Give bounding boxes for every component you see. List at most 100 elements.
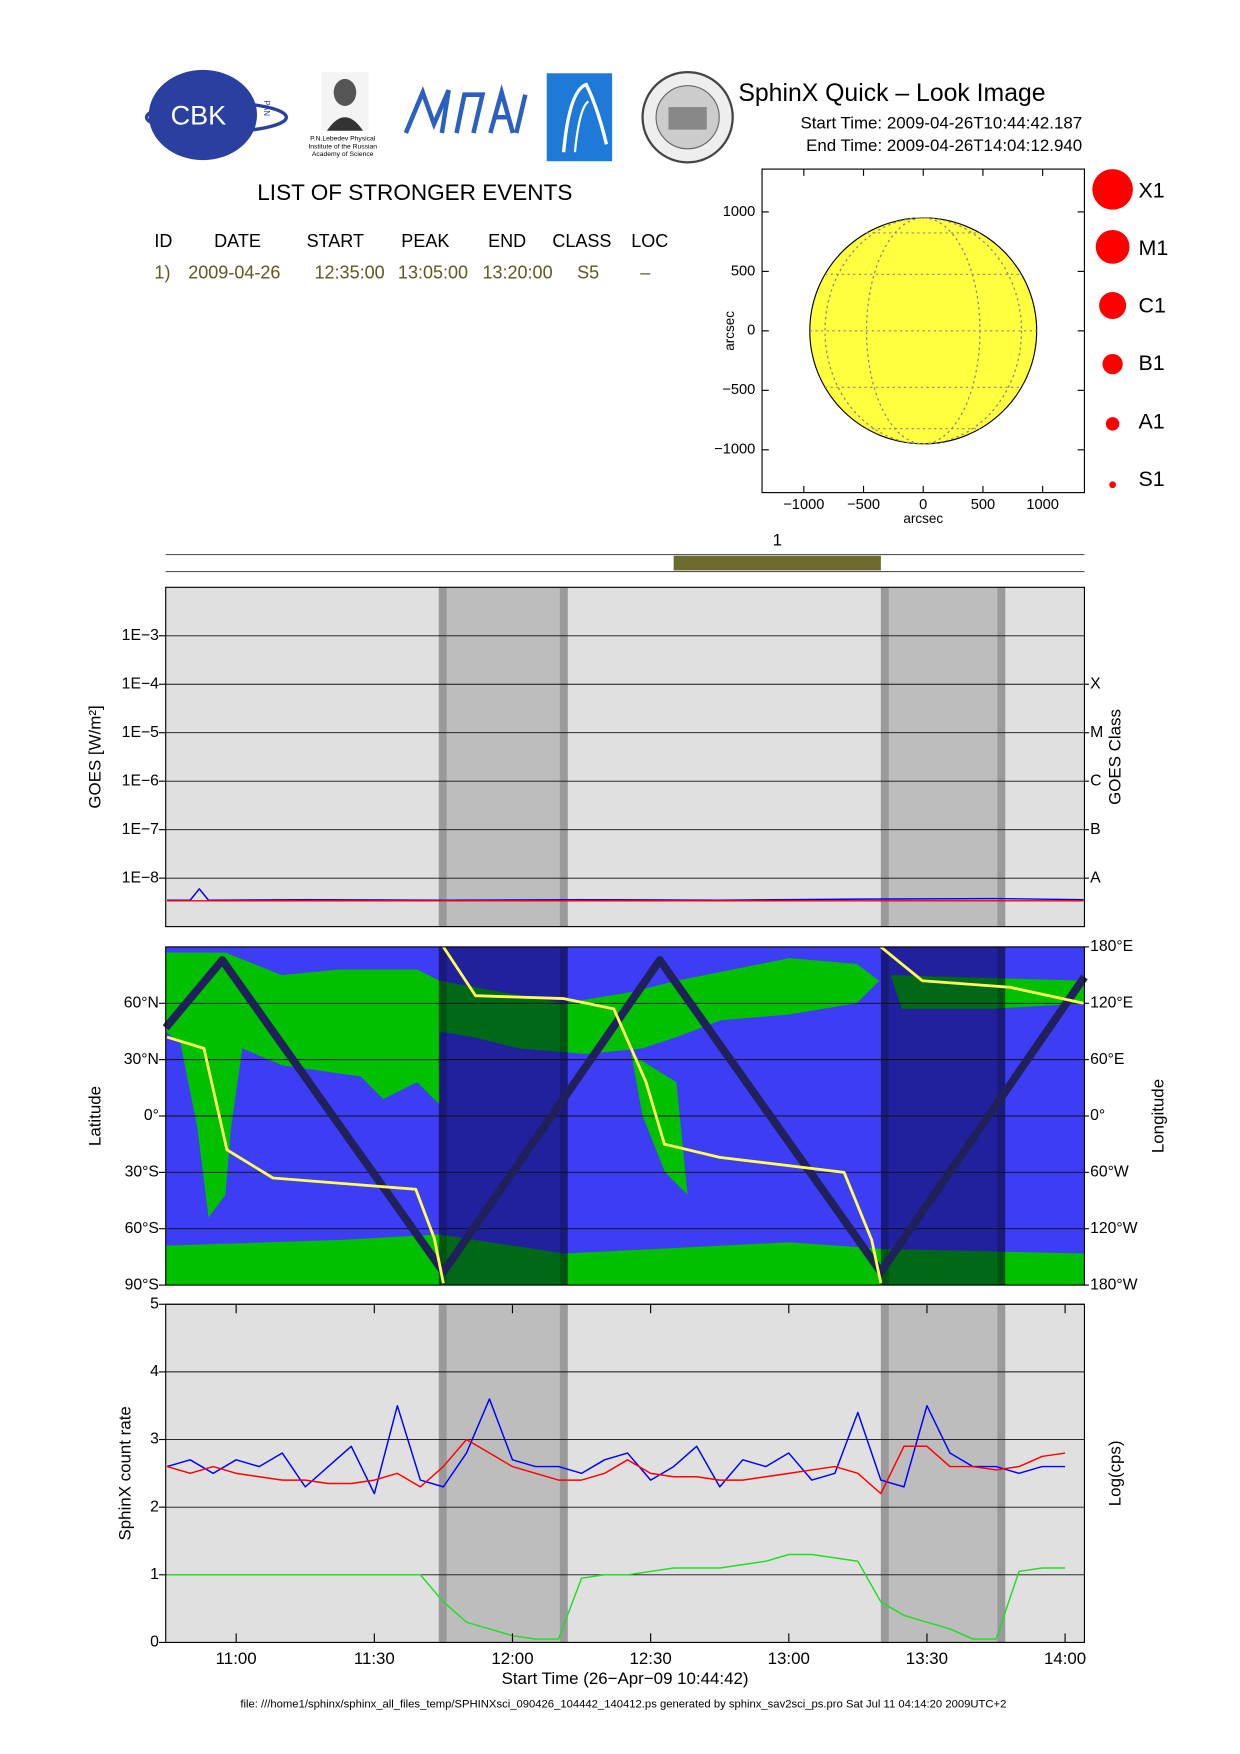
night-edge: [880, 587, 889, 927]
event-cell: S5: [577, 263, 599, 283]
y-axis-label: GOES [W/m²]: [85, 705, 104, 808]
y2-tick-label: 180°E: [1090, 938, 1133, 955]
x-tick-label: −500: [847, 497, 880, 513]
y2-axis-label: GOES Class: [1105, 709, 1124, 805]
legend-label: C1: [1139, 293, 1166, 317]
start-time: Start Time: 2009-04-26T10:44:42.187: [800, 113, 1082, 132]
y-tick-label: 60°N: [124, 994, 159, 1011]
y-tick-label: 30°N: [124, 1051, 159, 1068]
x-tick-label: 13:00: [768, 1649, 810, 1668]
logo-text: PAN: [262, 100, 271, 116]
event-cell: 13:20:00: [482, 263, 552, 283]
logo-square: [546, 73, 613, 162]
night-edge: [438, 587, 447, 927]
night-edge: [559, 1304, 568, 1643]
y2-tick-label: B: [1090, 821, 1101, 838]
night-band: [438, 587, 568, 927]
logo-mpa: [403, 84, 528, 134]
column-header: DATE: [214, 231, 261, 251]
event-cell: 13:05:00: [398, 263, 468, 283]
logo-seal: [641, 71, 734, 164]
y-tick-label: 3: [150, 1431, 159, 1448]
x-tick-label: 0: [919, 497, 927, 513]
event-cell: 1): [154, 263, 170, 283]
disk-grid: [824, 217, 1023, 445]
y2-tick-label: 0°: [1090, 1107, 1105, 1124]
y-axis-label: SphinX count rate: [116, 1406, 135, 1540]
column-header: PEAK: [401, 231, 449, 251]
night-edge: [997, 587, 1006, 927]
night-band: [438, 1304, 568, 1643]
event-cell: –: [640, 263, 651, 283]
legend-label: S1: [1139, 467, 1165, 491]
y2-tick-label: 60°W: [1090, 1164, 1129, 1181]
y-tick-label: 2: [150, 1498, 159, 1515]
y-axis-label: arcsec: [722, 311, 737, 351]
x-axis-label: Start Time (26−Apr−09 10:44:42): [502, 1669, 749, 1688]
events-title: LIST OF STRONGER EVENTS: [257, 180, 572, 205]
y2-tick-label: M: [1090, 724, 1103, 741]
night-edge: [438, 1304, 447, 1643]
night-edge: [997, 1304, 1006, 1643]
x-tick-label: 1000: [1026, 497, 1059, 513]
y2-axis-label: Longitude: [1148, 1079, 1167, 1153]
series-line: [162, 956, 1088, 1276]
size-legend: [1092, 169, 1133, 489]
disk-grid: [865, 217, 981, 445]
night-edge: [559, 587, 568, 927]
x-tick-label: 12:30: [629, 1649, 671, 1668]
y-tick-label: 60°S: [125, 1220, 159, 1237]
x-tick-label: 14:00: [1044, 1649, 1086, 1668]
legend-label: B1: [1139, 351, 1165, 375]
x-tick-label: −1000: [783, 497, 824, 513]
y2-tick-label: 180°W: [1090, 1276, 1138, 1293]
legend-label: M1: [1139, 236, 1169, 260]
plot-frame: [165, 1303, 1085, 1643]
logo-text: CBK: [171, 100, 227, 130]
column-header: LOC: [631, 231, 668, 251]
x-tick-label: 11:00: [216, 1649, 257, 1668]
y-tick-label: 0: [150, 1634, 159, 1651]
series-line: [167, 1553, 1066, 1640]
y-axis-label: Latitude: [85, 1086, 104, 1146]
night-band: [880, 587, 1006, 927]
y2-tick-label: 60°E: [1090, 1051, 1124, 1068]
y2-tick-label: A: [1090, 869, 1101, 886]
series-line: [442, 946, 883, 1284]
canvas: CBK PAN P.N.Lebedev Physical Institute o…: [85, 69, 1169, 1710]
y-tick-label: 4: [150, 1363, 159, 1380]
logo-text: Academy of Science: [312, 151, 374, 158]
page-title: SphinX Quick – Look Image: [738, 80, 1045, 107]
y-tick-label: 0°: [144, 1107, 159, 1124]
plot-frame: [165, 946, 1085, 1286]
event-label: 1: [773, 531, 782, 550]
y-tick-label: 1000: [723, 204, 756, 220]
y2-tick-label: 120°E: [1090, 994, 1133, 1011]
y-tick-label: 1E−5: [122, 724, 159, 741]
x-axis-label: arcsec: [903, 511, 943, 526]
x-tick-label: 12:00: [491, 1649, 533, 1668]
y-tick-label: 500: [731, 263, 755, 279]
x-tick-label: 11:30: [354, 1649, 395, 1668]
y-tick-label: 1E−7: [122, 821, 159, 838]
y-tick-label: 30°S: [125, 1164, 159, 1181]
column-header: END: [488, 231, 526, 251]
logo-text: Institute of the Russian: [308, 143, 377, 150]
series-line: [879, 945, 1084, 1005]
y-tick-label: 90°S: [125, 1276, 159, 1293]
x-tick-label: 13:30: [906, 1649, 948, 1668]
footer: file: ///home1/sphinx/sphinx_all_files_t…: [240, 1698, 1006, 1710]
logo-text: P.N.Lebedev Physical: [310, 135, 376, 142]
series-line: [166, 1035, 445, 1284]
y-tick-label: 1E−6: [122, 772, 159, 789]
column-header: CLASS: [552, 231, 611, 251]
y-tick-label: 1E−4: [122, 675, 159, 692]
legend-label: A1: [1139, 409, 1165, 433]
y-tick-label: 0: [747, 323, 755, 339]
x-tick-label: 500: [971, 497, 995, 513]
logo-lebedev: P.N.Lebedev Physical Institute of the Ru…: [308, 72, 377, 158]
y2-tick-label: 120°W: [1090, 1220, 1138, 1237]
y-tick-label: −1000: [714, 442, 755, 458]
